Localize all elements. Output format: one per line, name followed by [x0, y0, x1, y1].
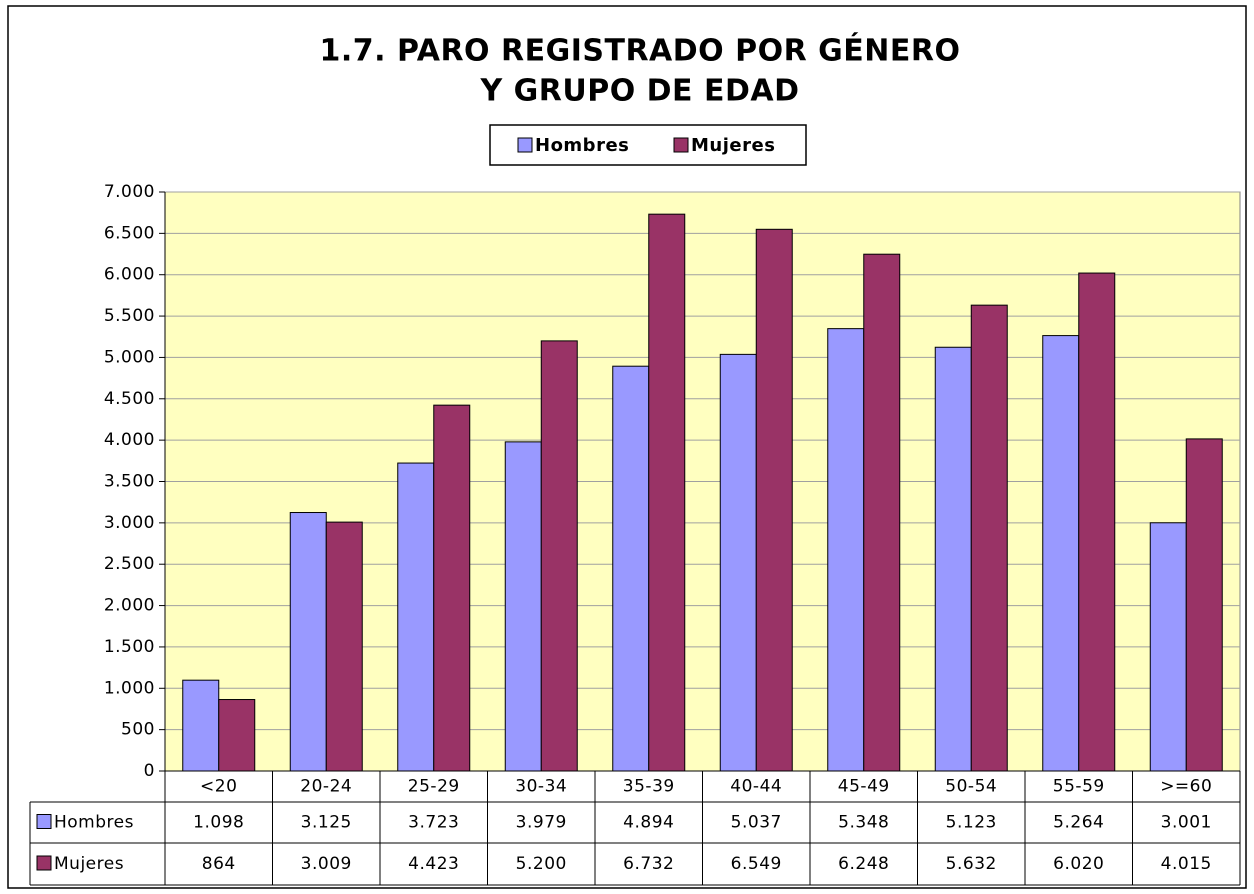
table-value: 3.001 — [1161, 813, 1212, 833]
table-series-name: Mujeres — [54, 854, 124, 874]
bar — [182, 679, 220, 772]
bar — [325, 521, 363, 772]
table-value: 3.009 — [301, 854, 352, 874]
table-value: 5.264 — [1053, 813, 1104, 833]
x-tick-label: 40-44 — [730, 777, 782, 797]
bar — [648, 213, 686, 772]
table-value: 5.037 — [731, 813, 782, 833]
table-value: 6.732 — [623, 854, 674, 874]
x-tick-label: 55-59 — [1053, 777, 1105, 797]
table-value: 4.015 — [1161, 854, 1212, 874]
x-tick-label: 50-54 — [945, 777, 997, 797]
bar — [863, 253, 901, 772]
table-value: 4.423 — [408, 854, 459, 874]
table-value: 6.248 — [838, 854, 889, 874]
bar — [433, 404, 471, 772]
table-swatch — [36, 855, 52, 871]
bar — [612, 365, 650, 772]
bar — [1078, 272, 1116, 772]
table-value: 3.723 — [408, 813, 459, 833]
bar — [934, 346, 972, 772]
table-value: 5.123 — [946, 813, 997, 833]
y-tick-label: 3.000 — [104, 513, 155, 533]
x-tick-label: 30-34 — [515, 777, 567, 797]
bar — [540, 340, 578, 772]
x-tick-label: <20 — [200, 777, 237, 797]
bar — [397, 462, 435, 772]
bar — [289, 512, 327, 772]
y-tick-label: 3.500 — [104, 472, 155, 492]
bar — [719, 353, 757, 772]
bar — [504, 441, 542, 772]
bar — [1185, 438, 1223, 772]
y-tick-label: 6.000 — [104, 265, 155, 285]
y-tick-label: 500 — [121, 720, 155, 740]
chart-title: Y GRUPO DE EDAD — [479, 74, 799, 109]
y-tick-label: 2.500 — [104, 554, 155, 574]
table-value: 3.979 — [516, 813, 567, 833]
table-value: 4.894 — [623, 813, 674, 833]
y-tick-label: 5.000 — [104, 347, 155, 367]
table-value: 864 — [202, 854, 236, 874]
x-tick-label: 25-29 — [408, 777, 460, 797]
chart-title: 1.7. PARO REGISTRADO POR GÉNERO — [320, 33, 961, 69]
bar — [755, 228, 793, 772]
table-value: 5.348 — [838, 813, 889, 833]
table-value: 5.200 — [516, 854, 567, 874]
x-tick-label: >=60 — [1160, 777, 1212, 797]
legend-box — [489, 124, 807, 166]
y-tick-label: 1.000 — [104, 678, 155, 698]
table-value: 6.020 — [1053, 854, 1104, 874]
legend-swatch — [673, 137, 689, 153]
y-tick-label: 1.500 — [104, 637, 155, 657]
table-value: 5.632 — [946, 854, 997, 874]
y-tick-label: 5.500 — [104, 306, 155, 326]
y-tick-label: 0 — [144, 761, 155, 781]
bar — [218, 699, 256, 772]
bar — [1149, 522, 1187, 772]
x-tick-label: 35-39 — [623, 777, 675, 797]
bar — [970, 304, 1008, 772]
y-tick-label: 7.000 — [104, 182, 155, 202]
table-value: 6.549 — [731, 854, 782, 874]
legend-label: Hombres — [535, 135, 629, 156]
table-value: 1.098 — [193, 813, 244, 833]
table-series-name: Hombres — [54, 813, 134, 833]
table-value: 3.125 — [301, 813, 352, 833]
x-tick-label: 20-24 — [300, 777, 352, 797]
table-swatch — [36, 814, 52, 829]
x-tick-label: 45-49 — [838, 777, 890, 797]
legend-label: Mujeres — [691, 135, 775, 156]
y-tick-label: 4.000 — [104, 430, 155, 450]
bar — [827, 328, 865, 772]
y-tick-label: 4.500 — [104, 389, 155, 409]
y-tick-label: 6.500 — [104, 223, 155, 243]
legend-swatch — [517, 137, 533, 153]
bar — [1042, 335, 1080, 772]
y-tick-label: 2.000 — [104, 596, 155, 616]
